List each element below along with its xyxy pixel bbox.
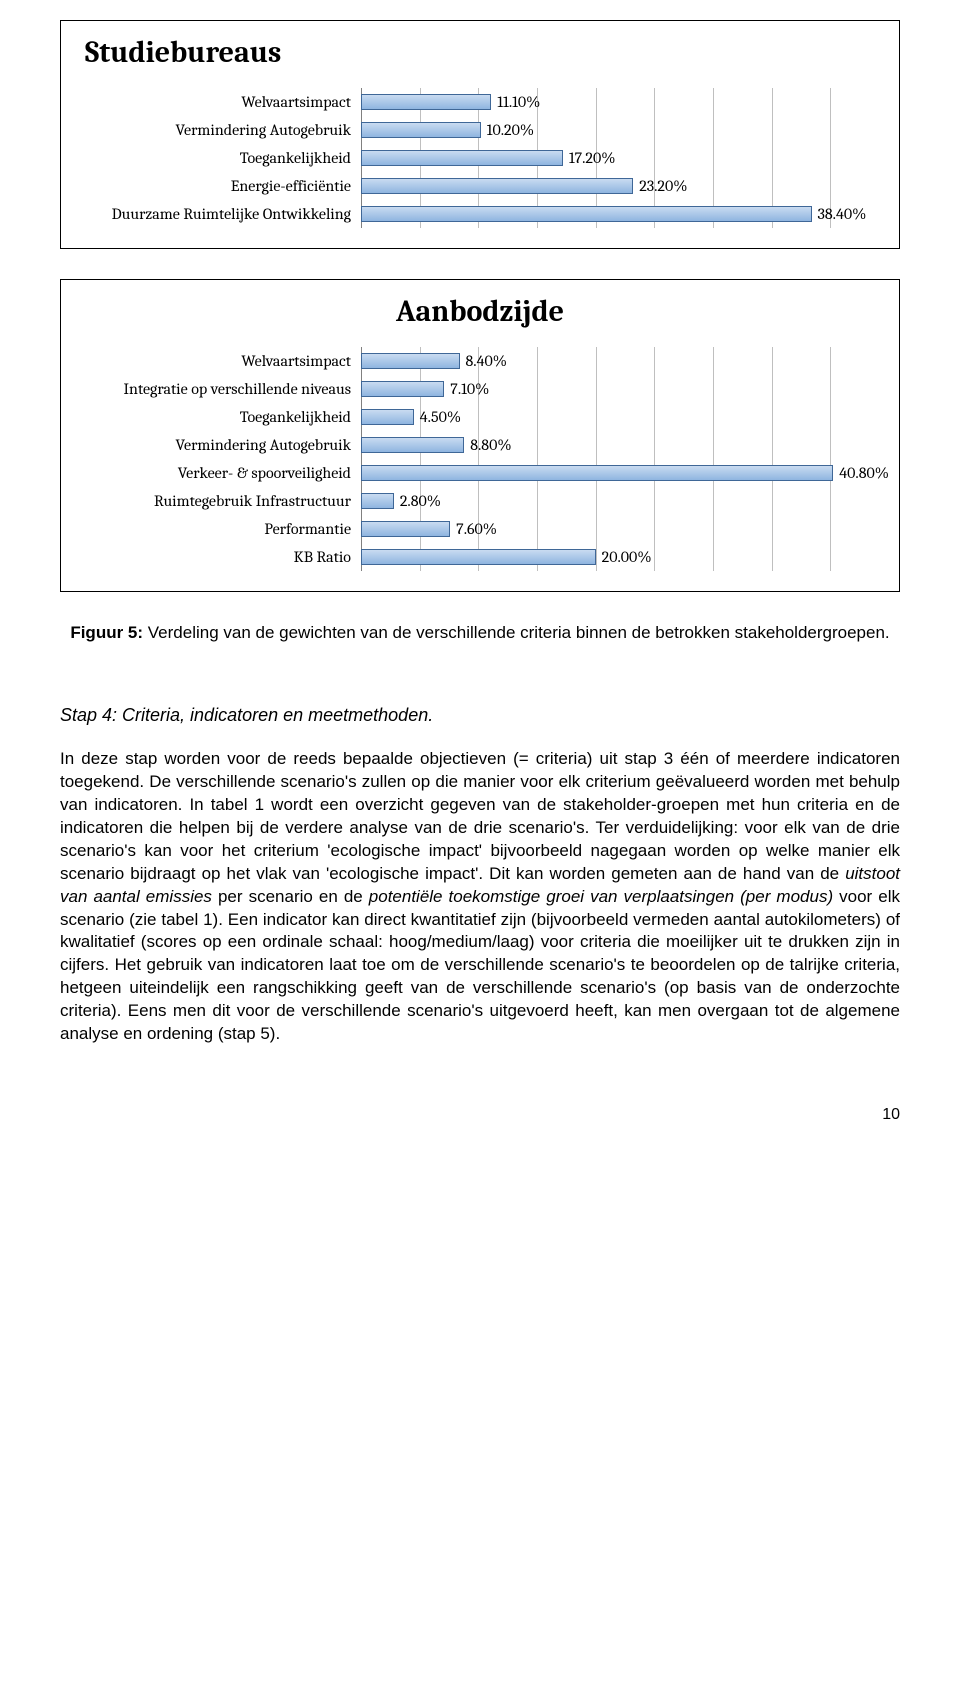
chart-bar-row: 7.10% <box>361 375 889 403</box>
chart-category-label: Welvaartsimpact <box>71 352 361 370</box>
chart-bar-value: 7.10% <box>450 380 489 398</box>
figure-caption: Figuur 5: Verdeling van de gewichten van… <box>60 622 900 645</box>
chart-bar-value: 40.80% <box>839 464 889 482</box>
chart-bar-row: 38.40% <box>361 200 889 228</box>
chart-bar-row: 8.40% <box>361 347 889 375</box>
chart-bar-value: 17.20% <box>569 149 616 167</box>
chart-bar-value: 20.00% <box>602 548 652 566</box>
chart-bars-area: 8.40% 7.10% 4.50% 8.80% 40.80% 2.80% 7.60% 20.0… <box>361 347 889 571</box>
chart-row: Verkeer- & spoorveiligheid <box>71 459 361 487</box>
chart-bar-value: 10.20% <box>487 121 534 139</box>
chart-row: Performantie <box>71 515 361 543</box>
chart-bar-row: 7.60% <box>361 515 889 543</box>
chart-bar <box>361 353 460 369</box>
chart-bar <box>361 521 450 537</box>
chart-bar-row: 23.20% <box>361 172 889 200</box>
chart-bar <box>361 437 464 453</box>
chart-bar <box>361 493 394 509</box>
chart-bar <box>361 409 414 425</box>
chart-row: Integratie op verschillende niveaus <box>71 375 361 403</box>
chart-studiebureaus: Studiebureaus Welvaartsimpact Verminderin… <box>60 20 900 249</box>
chart-bars: 8.40% 7.10% 4.50% 8.80% 40.80% 2.80% 7.60% 20.0… <box>361 347 889 571</box>
body-text-1: In deze stap worden voor de reeds bepaal… <box>60 749 900 883</box>
section-heading: Stap 4: Criteria, indicatoren en meetmet… <box>60 705 900 726</box>
chart-title: Aanbodzijde <box>71 294 889 329</box>
chart-bars: 11.10% 10.20% 17.20% 23.20% 38.40% <box>361 88 889 228</box>
chart-body: Welvaartsimpact Integratie op verschillen… <box>71 347 889 571</box>
body-text-mid2: voor elk scenario (zie tabel 1). Een ind… <box>60 887 900 1044</box>
chart-category-label: Performantie <box>71 520 361 538</box>
chart-bar-row: 10.20% <box>361 116 889 144</box>
chart-bar-row: 4.50% <box>361 403 889 431</box>
chart-row: Vermindering Autogebruik <box>71 431 361 459</box>
chart-body: Welvaartsimpact Vermindering Autogebruik T… <box>71 88 889 228</box>
chart-category-label: Vermindering Autogebruik <box>71 121 361 139</box>
chart-category-label: Duurzame Ruimtelijke Ontwikkeling <box>71 205 361 223</box>
chart-bar <box>361 94 491 110</box>
chart-category-label: KB Ratio <box>71 548 361 566</box>
chart-bar-value: 11.10% <box>497 93 540 111</box>
chart-bar-row: 20.00% <box>361 543 889 571</box>
chart-category-label: Verkeer- & spoorveiligheid <box>71 464 361 482</box>
chart-bar <box>361 381 444 397</box>
chart-bar-row: 11.10% <box>361 88 889 116</box>
chart-bar-row: 2.80% <box>361 487 889 515</box>
chart-bar-row: 17.20% <box>361 144 889 172</box>
chart-bars-area: 11.10% 10.20% 17.20% 23.20% 38.40% <box>361 88 889 228</box>
chart-labels: Welvaartsimpact Vermindering Autogebruik T… <box>71 88 361 228</box>
chart-aanbodzijde: Aanbodzijde Welvaartsimpact Integratie op… <box>60 279 900 592</box>
body-text-mid1: per scenario en de <box>212 887 369 906</box>
chart-bar <box>361 206 812 222</box>
chart-category-label: Ruimtegebruik Infrastructuur <box>71 492 361 510</box>
chart-bar-value: 8.80% <box>470 436 511 454</box>
chart-row: Vermindering Autogebruik <box>71 116 361 144</box>
body-paragraph: In deze stap worden voor de reeds bepaal… <box>60 748 900 1046</box>
chart-category-label: Vermindering Autogebruik <box>71 436 361 454</box>
chart-bar-value: 2.80% <box>400 492 441 510</box>
chart-row: Duurzame Ruimtelijke Ontwikkeling <box>71 200 361 228</box>
chart-labels: Welvaartsimpact Integratie op verschillen… <box>71 347 361 571</box>
chart-bar <box>361 122 481 138</box>
chart-bar-value: 4.50% <box>420 408 461 426</box>
chart-category-label: Toegankelijkheid <box>71 149 361 167</box>
chart-bar-value: 7.60% <box>456 520 497 538</box>
chart-row: Welvaartsimpact <box>71 347 361 375</box>
chart-category-label: Energie-efficiëntie <box>71 177 361 195</box>
chart-bar-value: 8.40% <box>466 352 507 370</box>
page-number: 10 <box>60 1106 900 1124</box>
chart-category-label: Welvaartsimpact <box>71 93 361 111</box>
chart-row: Ruimtegebruik Infrastructuur <box>71 487 361 515</box>
chart-bar-row: 8.80% <box>361 431 889 459</box>
chart-bar <box>361 549 596 565</box>
chart-bar-value: 23.20% <box>639 177 687 195</box>
chart-category-label: Toegankelijkheid <box>71 408 361 426</box>
document-page: Studiebureaus Welvaartsimpact Verminderin… <box>0 0 960 1164</box>
chart-bar <box>361 150 563 166</box>
chart-bar-value: 38.40% <box>818 205 867 223</box>
chart-row: Toegankelijkheid <box>71 144 361 172</box>
chart-bar <box>361 465 833 481</box>
chart-row: Welvaartsimpact <box>71 88 361 116</box>
chart-bar-row: 40.80% <box>361 459 889 487</box>
caption-bold: Figuur 5: <box>70 623 143 642</box>
chart-row: KB Ratio <box>71 543 361 571</box>
chart-row: Energie-efficiëntie <box>71 172 361 200</box>
chart-title: Studiebureaus <box>85 35 889 70</box>
body-italic-2: potentiële toekomstige groei van verplaa… <box>369 887 833 906</box>
caption-text: Verdeling van de gewichten van de versch… <box>143 623 890 642</box>
chart-row: Toegankelijkheid <box>71 403 361 431</box>
chart-bar <box>361 178 633 194</box>
chart-category-label: Integratie op verschillende niveaus <box>71 380 361 398</box>
